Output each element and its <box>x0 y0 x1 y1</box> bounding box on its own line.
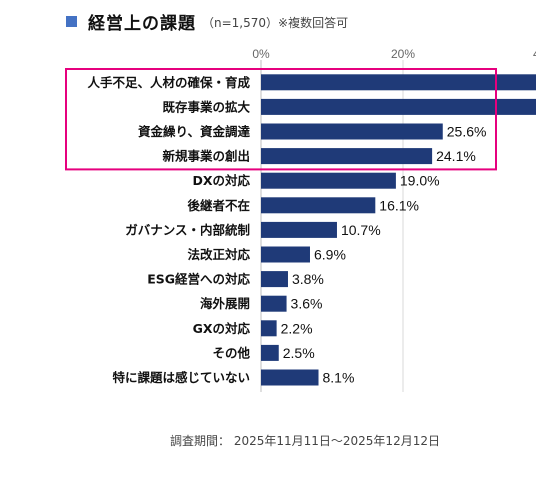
category-label: 海外展開 <box>200 296 250 311</box>
category-label: DXの対応 <box>192 173 250 188</box>
chart-header: 経営上の課題 （n=1,570）※複数回答可 <box>66 6 348 36</box>
bar <box>261 369 319 386</box>
value-label: 6.9% <box>314 247 346 263</box>
value-label: 19.0% <box>400 173 440 189</box>
bar <box>261 172 396 189</box>
value-label: 3.8% <box>292 271 324 287</box>
bar <box>261 344 279 361</box>
bar-chart: 0%20%40%60%人手不足、人材の確保・育成53.6%既存事業の拡大44.1… <box>65 47 536 392</box>
value-label: 8.1% <box>323 370 355 386</box>
category-label: ESG経営への対応 <box>147 272 250 287</box>
x-tick-label: 40% <box>533 47 536 61</box>
value-label: 16.1% <box>379 197 419 213</box>
bar <box>261 123 443 140</box>
value-label: 24.1% <box>436 148 476 164</box>
category-label: その他 <box>212 345 250 360</box>
bar <box>261 246 310 263</box>
x-tick-label: 20% <box>391 47 415 61</box>
x-tick-label: 0% <box>252 47 270 61</box>
bar <box>261 98 536 115</box>
bar <box>261 74 536 91</box>
category-label: 新規事業の創出 <box>162 149 250 164</box>
bar <box>261 320 277 337</box>
category-label: 資金繰り、資金調達 <box>138 124 251 139</box>
bar <box>261 148 433 165</box>
chart-title: 経営上の課題 <box>88 13 196 34</box>
category-label: 法改正対応 <box>187 247 250 262</box>
category-label: ガバナンス・内部統制 <box>125 222 250 237</box>
category-label: 人手不足、人材の確保・育成 <box>87 75 250 90</box>
value-label: 10.7% <box>341 222 381 238</box>
bar <box>261 197 376 214</box>
highlight-box <box>65 68 497 171</box>
bar <box>261 295 287 312</box>
category-label: GXの対応 <box>193 321 251 336</box>
chart-subtitle: （n=1,570）※複数回答可 <box>202 15 349 30</box>
category-label: 特に課題は感じていない <box>112 370 250 385</box>
bar <box>261 271 288 288</box>
value-label: 2.5% <box>283 345 315 361</box>
value-label: 3.6% <box>291 296 323 312</box>
value-label: 2.2% <box>281 320 313 336</box>
title-marker <box>66 15 77 27</box>
category-label: 既存事業の拡大 <box>162 99 250 114</box>
category-label: 後継者不在 <box>187 198 250 213</box>
bar <box>261 221 337 238</box>
survey-period-footnote: 調査期間： 2025年11月11日～2025年12月12日 <box>170 434 440 448</box>
value-label: 25.6% <box>447 124 487 140</box>
